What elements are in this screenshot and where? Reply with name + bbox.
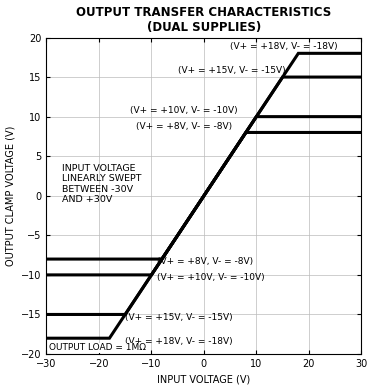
Text: (V+ = +8V, V- = -8V): (V+ = +8V, V- = -8V)	[136, 122, 232, 131]
Text: (V+ = +15V, V- = -15V): (V+ = +15V, V- = -15V)	[178, 66, 285, 76]
Text: (V+ = +18V, V- = -18V): (V+ = +18V, V- = -18V)	[230, 42, 338, 51]
Text: (V+ = +10V, V- = -10V): (V+ = +10V, V- = -10V)	[131, 106, 238, 115]
Text: INPUT VOLTAGE
LINEARLY SWEPT
BETWEEN -30V
AND +30V: INPUT VOLTAGE LINEARLY SWEPT BETWEEN -30…	[62, 164, 142, 204]
Y-axis label: OUTPUT CLAMP VOLTAGE (V): OUTPUT CLAMP VOLTAGE (V)	[6, 126, 16, 266]
X-axis label: INPUT VOLTAGE (V): INPUT VOLTAGE (V)	[157, 374, 251, 385]
Text: (V+ = +10V, V- = -10V): (V+ = +10V, V- = -10V)	[157, 273, 264, 282]
Text: (V+ = +18V, V- = -18V): (V+ = +18V, V- = -18V)	[125, 337, 233, 346]
Title: OUTPUT TRANSFER CHARACTERISTICS
(DUAL SUPPLIES): OUTPUT TRANSFER CHARACTERISTICS (DUAL SU…	[76, 5, 332, 34]
Text: OUTPUT LOAD = 1MΩ: OUTPUT LOAD = 1MΩ	[49, 344, 146, 353]
Text: (V+ = +8V, V- = -8V): (V+ = +8V, V- = -8V)	[157, 257, 253, 266]
Text: (V+ = +15V, V- = -15V): (V+ = +15V, V- = -15V)	[125, 313, 233, 322]
